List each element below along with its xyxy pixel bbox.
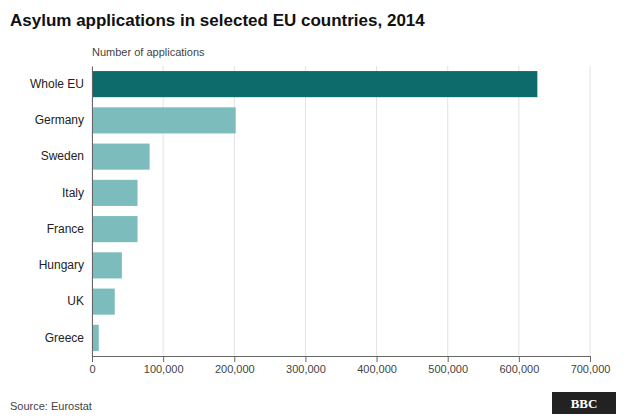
bar — [92, 71, 537, 97]
bar — [92, 180, 138, 206]
tick-mark — [92, 356, 93, 362]
tick: Whole EU — [30, 77, 84, 91]
chart-container: 0 100,000 200,000 300,000 400,000 500,000 600,… — [0, 0, 624, 420]
tick-label: 200,000 — [215, 363, 255, 375]
tick-label: 500,000 — [428, 363, 468, 375]
tick: Germany — [35, 113, 84, 127]
tick-mark — [590, 356, 591, 362]
tick-mark — [519, 356, 520, 362]
tick-label: France — [47, 222, 85, 236]
axis-line — [92, 67, 93, 357]
tick: 100,000 — [144, 356, 184, 375]
tick: 300,000 — [286, 356, 326, 375]
tick: 600,000 — [499, 356, 539, 375]
tick-label: 0 — [89, 363, 95, 375]
tick-mark — [377, 356, 378, 362]
tick: 700,000 — [571, 356, 611, 375]
value-axis: 0 100,000 200,000 300,000 400,000 500,000 600,… — [89, 356, 610, 375]
tick-mark — [234, 356, 235, 362]
axis-label: Number of applications — [92, 46, 205, 58]
tick: France — [47, 222, 85, 236]
tick: UK — [67, 294, 84, 308]
axis-line — [93, 356, 591, 357]
tick-label: 300,000 — [286, 363, 326, 375]
tick-label: Sweden — [41, 149, 84, 163]
tick-label: UK — [67, 294, 84, 308]
grid-line — [376, 66, 377, 356]
logo-background — [552, 392, 616, 414]
bar — [92, 144, 150, 170]
tick-label: 600,000 — [499, 363, 539, 375]
chart-svg: 0 100,000 200,000 300,000 400,000 500,000 600,… — [0, 0, 624, 420]
grid-line — [305, 66, 306, 356]
bars — [92, 71, 537, 351]
bar — [92, 107, 236, 133]
grid-line — [447, 66, 448, 356]
logo-text: BBC — [571, 396, 598, 411]
logo: BBC — [552, 392, 616, 414]
tick-mark — [305, 356, 306, 362]
tick-mark — [163, 356, 164, 362]
tick-label: Italy — [62, 186, 84, 200]
tick: 0 — [89, 356, 95, 375]
grid-line — [590, 66, 591, 356]
tick: Greece — [45, 331, 85, 345]
tick: Hungary — [39, 258, 84, 272]
grid — [92, 66, 590, 356]
tick-label: 700,000 — [571, 363, 611, 375]
grid-line — [518, 66, 519, 356]
grid-line — [92, 66, 93, 356]
tick: Sweden — [41, 149, 84, 163]
category-axis: Whole EU Germany Sweden Italy France Hungary U… — [30, 67, 93, 357]
tick-label: Germany — [35, 113, 84, 127]
tick-label: 400,000 — [357, 363, 397, 375]
source: Source: Eurostat — [10, 400, 92, 412]
tick: 500,000 — [428, 356, 468, 375]
tick-label: Hungary — [39, 258, 84, 272]
bar — [92, 289, 115, 315]
tick-label: Greece — [45, 331, 85, 345]
tick-mark — [448, 356, 449, 362]
tick: 400,000 — [357, 356, 397, 375]
tick-label: Whole EU — [30, 77, 84, 91]
tick: 200,000 — [215, 356, 255, 375]
tick-label: 100,000 — [144, 363, 184, 375]
tick: Italy — [62, 186, 84, 200]
title: Asylum applications in selected EU count… — [10, 11, 425, 30]
bar — [92, 252, 122, 278]
bar — [92, 216, 138, 242]
bar — [92, 325, 99, 351]
